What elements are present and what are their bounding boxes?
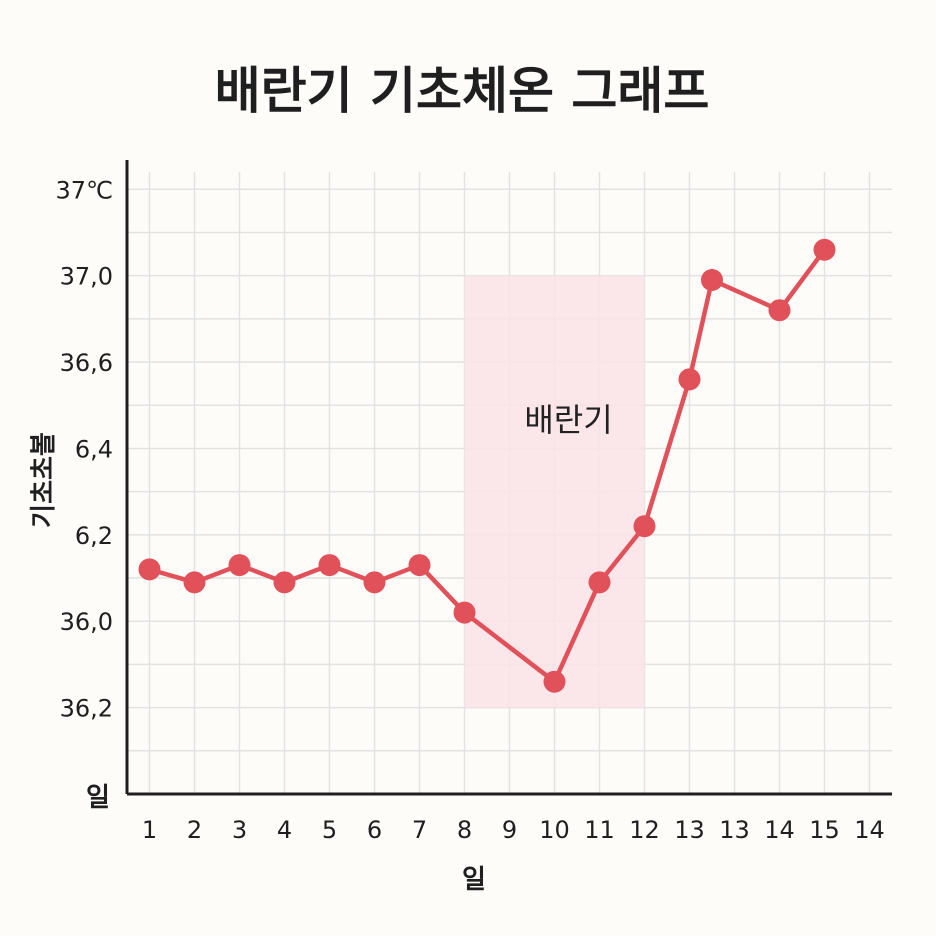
data-point	[633, 515, 656, 538]
x-tick-label: 6	[367, 816, 382, 844]
data-point	[701, 268, 723, 291]
data-point	[318, 554, 341, 577]
data-point	[543, 670, 566, 693]
chart-title: 배란기 기초체온 그래프	[215, 62, 710, 120]
y-tick-label: 37,0	[60, 263, 113, 291]
x-tick-label: 11	[584, 816, 615, 844]
data-point	[138, 558, 161, 581]
x-tick-label: 3	[232, 816, 247, 844]
data-point	[768, 299, 791, 322]
x-tick-label: 15	[809, 816, 840, 844]
y-tick-label: 6,2	[75, 522, 113, 550]
x-tick-label: 4	[277, 816, 292, 844]
x-tick-label: 13	[674, 816, 705, 844]
corner-label: 일	[86, 783, 110, 813]
y-tick-label: 6,4	[75, 435, 113, 463]
x-tick-label: 5	[322, 816, 337, 844]
x-tick-label: 2	[187, 816, 202, 844]
data-point	[813, 238, 836, 261]
ovulation-region	[464, 275, 645, 708]
x-tick-label: 14	[854, 816, 885, 844]
data-point	[408, 554, 431, 577]
x-axis-title: 일	[462, 865, 486, 895]
y-tick-label: 36,2	[60, 695, 113, 723]
x-tick-label: 14	[764, 816, 795, 844]
data-point	[273, 571, 296, 594]
y-tick-label: 36,0	[60, 608, 113, 636]
x-tick-labels: 1 2 3 4 5 6 7 8 9 10 11 12 13 13 14 15 14	[142, 816, 885, 844]
x-tick-label: 9	[502, 816, 517, 844]
y-tick-labels: 37℃ 37,0 36,6 6,4 6,2 36,0 36,2	[56, 176, 114, 722]
y-axis-title: 기초초볼	[29, 432, 59, 528]
data-point	[228, 554, 251, 577]
data-point	[588, 571, 611, 594]
data-point	[363, 571, 386, 594]
x-tick-label: 1	[142, 816, 157, 844]
x-tick-label: 7	[412, 816, 427, 844]
x-tick-label: 12	[629, 816, 660, 844]
x-tick-label: 10	[539, 816, 570, 844]
x-tick-label: 13	[719, 816, 750, 844]
x-tick-label: 8	[457, 816, 472, 844]
ovulation-region-label: 배란기	[524, 401, 612, 439]
data-point	[453, 601, 476, 624]
data-point	[678, 368, 701, 391]
temperature-markers	[138, 238, 836, 693]
data-point	[183, 571, 206, 594]
y-tick-label: 36,6	[60, 349, 113, 377]
y-tick-label: 37℃	[56, 176, 114, 204]
